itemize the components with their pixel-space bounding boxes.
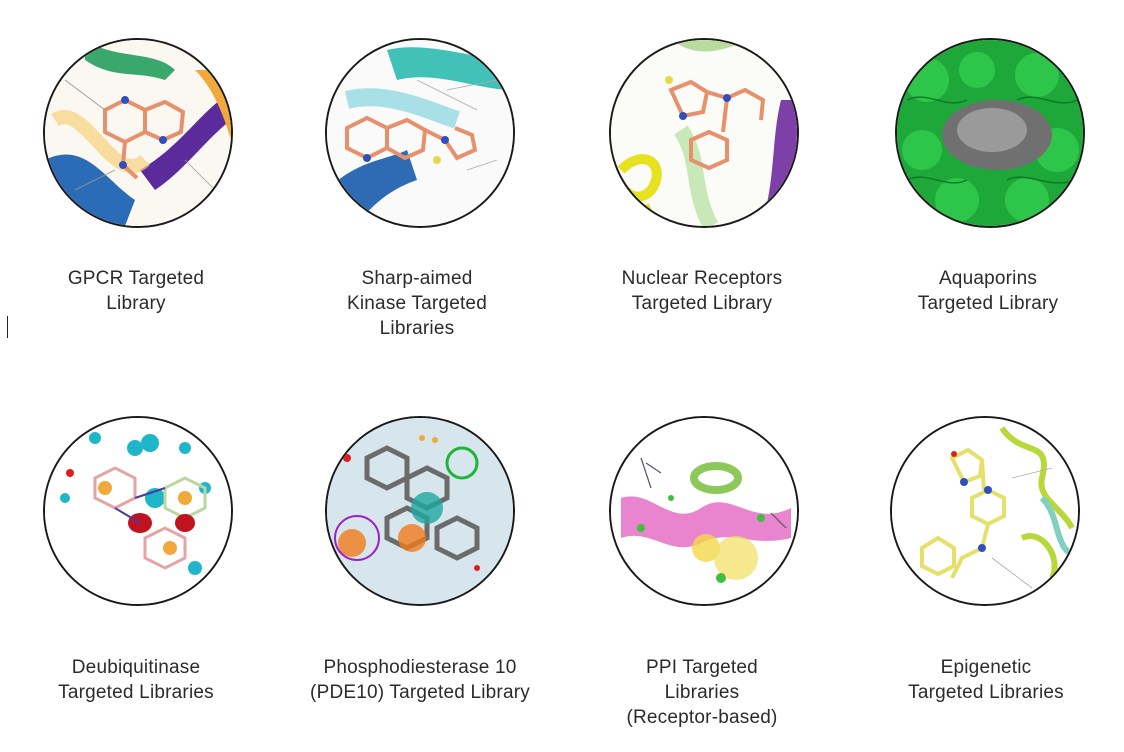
ppi-molecule-icon[interactable] <box>609 416 799 606</box>
label-line: Libraries <box>664 682 740 703</box>
label-line: Nuclear Receptors <box>621 268 783 289</box>
label-line: Targeted Libraries <box>908 682 1064 703</box>
gpcr-molecule-icon[interactable] <box>43 38 233 228</box>
label-line: Epigenetic <box>940 657 1032 678</box>
library-label-ppi[interactable]: PPI Targeted Libraries (Receptor-based) <box>572 655 832 730</box>
label-line: (PDE10) Targeted Library <box>310 682 530 703</box>
label-line: PPI Targeted <box>646 657 758 678</box>
library-label-nuclear-receptors[interactable]: Nuclear Receptors Targeted Library <box>572 266 832 316</box>
library-label-gpcr[interactable]: GPCR Targeted Library <box>6 266 266 338</box>
library-label-epigenetic[interactable]: Epigenetic Targeted Libraries <box>856 655 1116 705</box>
nuclear-receptor-molecule-icon[interactable] <box>609 38 799 228</box>
label-line: Targeted Library <box>917 293 1059 314</box>
pde10-molecule-icon[interactable] <box>325 416 515 606</box>
label-line: Aquaporins <box>938 268 1038 289</box>
label-line: Library <box>6 291 266 338</box>
label-line: Deubiquitinase <box>71 657 201 678</box>
library-label-kinase[interactable]: Sharp-aimed Kinase Targeted Libraries <box>287 266 547 341</box>
label-line: Phosphodiesterase 10 <box>323 657 517 678</box>
kinase-molecule-icon[interactable] <box>325 38 515 228</box>
label-line: GPCR Targeted <box>67 268 205 289</box>
label-line: Libraries <box>379 318 455 339</box>
label-line: Targeted Library <box>631 293 773 314</box>
label-line: Sharp-aimed <box>361 268 473 289</box>
library-label-pde10[interactable]: Phosphodiesterase 10 (PDE10) Targeted Li… <box>290 655 550 705</box>
deubiquitinase-molecule-icon[interactable] <box>43 416 233 606</box>
label-line: Targeted Libraries <box>58 682 214 703</box>
text-caret <box>7 316 8 338</box>
aquaporin-molecule-icon[interactable] <box>895 38 1085 228</box>
epigenetic-molecule-icon[interactable] <box>890 416 1080 606</box>
library-label-deubiquitinase[interactable]: Deubiquitinase Targeted Libraries <box>6 655 266 705</box>
library-label-aquaporins[interactable]: Aquaporins Targeted Library <box>858 266 1118 316</box>
label-line: Kinase Targeted <box>347 293 487 314</box>
label-line: (Receptor-based) <box>626 707 778 728</box>
